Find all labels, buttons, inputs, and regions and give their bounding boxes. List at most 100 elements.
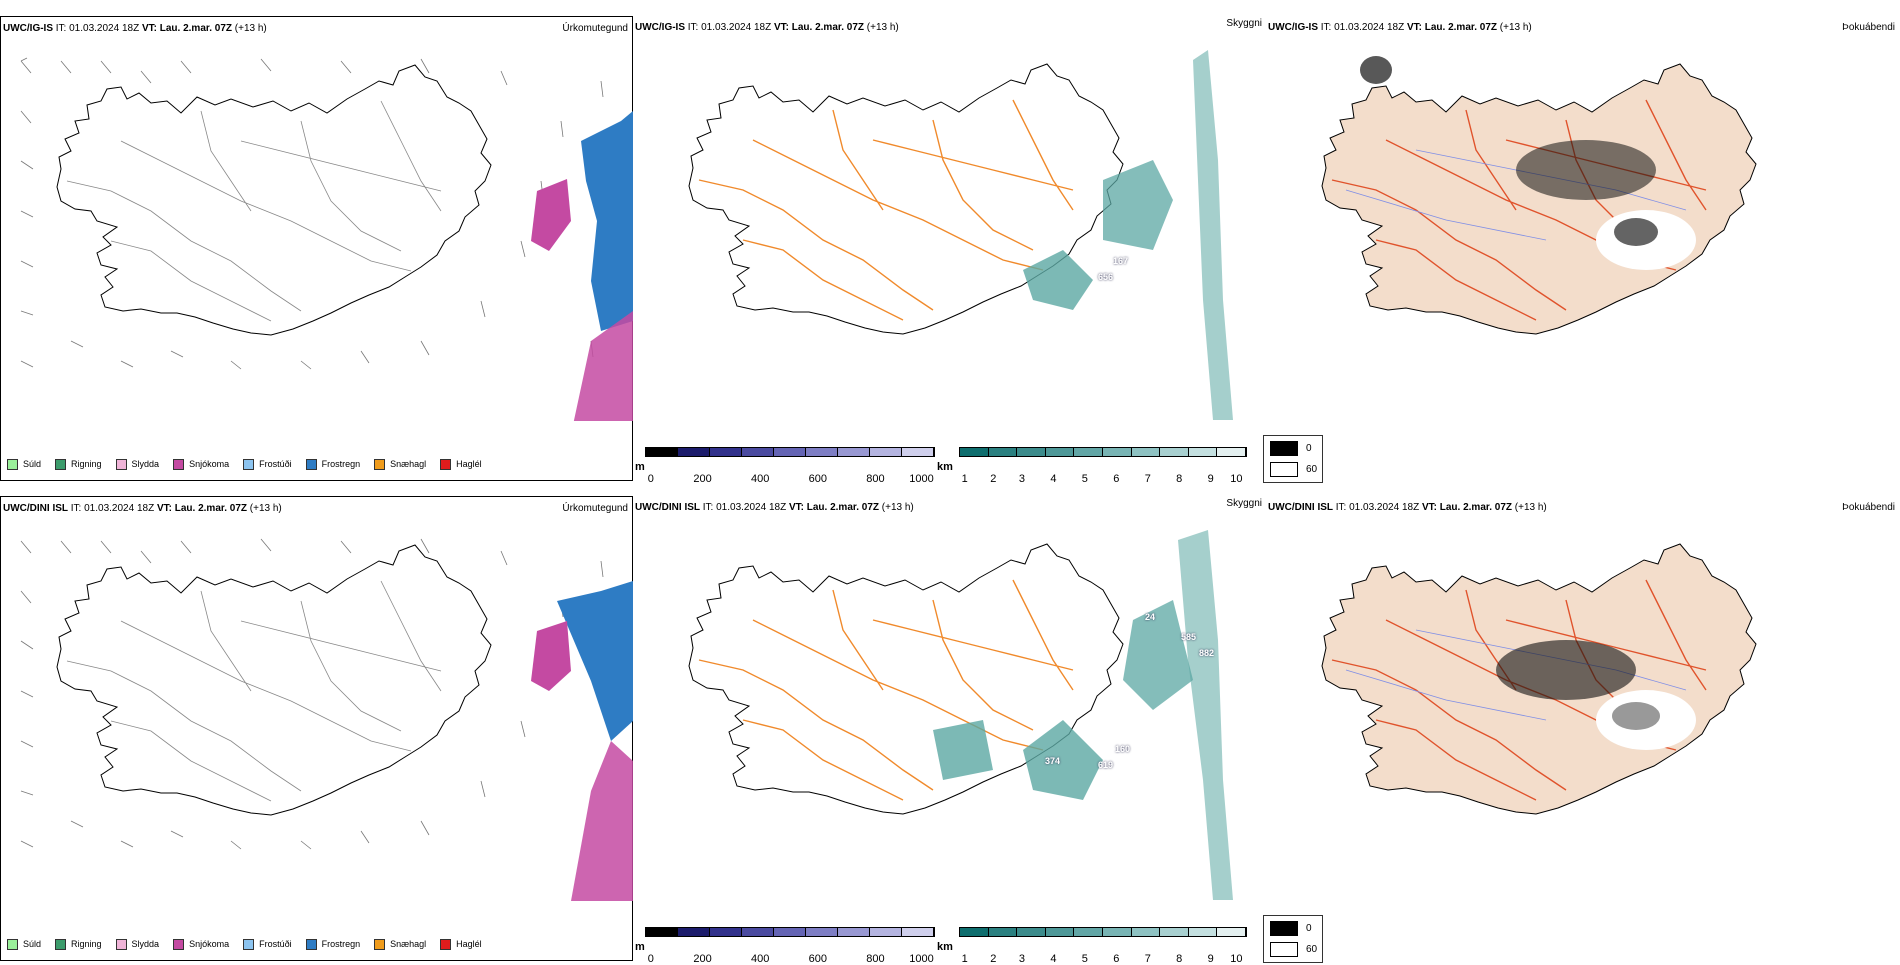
vt-label: VT:	[1406, 22, 1422, 33]
legend-item: Snæhagl	[374, 458, 426, 470]
panel-title: Þokuábendi	[1842, 22, 1895, 33]
legend-item: Frostregn	[305, 458, 360, 470]
legend-item: Frostregn	[305, 938, 360, 950]
height-unit: m	[635, 461, 645, 473]
legend-item: Rigning	[55, 458, 102, 470]
it-label: IT:	[70, 503, 82, 514]
precip-map	[20, 538, 633, 901]
init-time: 01.03.2024 18Z	[1349, 502, 1420, 513]
model-name: UWC/IG-IS	[3, 23, 53, 34]
valid-time: Lau. 2.mar. 07Z	[174, 503, 248, 514]
visibility-value: 585	[1181, 632, 1197, 642]
panel-header: UWC/DINI ISL IT: 01.03.2024 18Z VT: Lau.…	[635, 498, 1262, 518]
it-label: IT:	[55, 23, 67, 34]
visibility-value: 882	[1199, 648, 1215, 658]
legend-item: Frostúði	[243, 458, 292, 470]
vt-label: VT:	[1421, 502, 1437, 513]
legend-item: Haglél	[440, 458, 482, 470]
model-name: UWC/DINI ISL	[635, 502, 700, 513]
fog-map	[1321, 56, 1757, 335]
fog-legend-high: 0	[1306, 443, 1312, 454]
vt-label: VT:	[773, 22, 789, 33]
legend-item: Snjókoma	[173, 938, 229, 950]
lead-time: (+13 h)	[881, 502, 914, 513]
legend-item: Frostúði	[243, 938, 292, 950]
model-name: UWC/DINI ISL	[1268, 502, 1333, 513]
fog-legend-low: 60	[1306, 464, 1318, 475]
height-colorbar: m 0 200 400 600 800 1000	[635, 447, 935, 485]
visibility-colorbar-bar	[959, 447, 1247, 457]
vt-label: VT:	[156, 503, 172, 514]
init-time: 01.03.2024 18Z	[1334, 22, 1405, 33]
height-unit: m	[635, 941, 645, 953]
visibility-unit: km	[937, 461, 953, 473]
init-time: 01.03.2024 18Z	[69, 23, 140, 34]
panel-header: UWC/IG-IS IT: 01.03.2024 18Z VT: Lau. 2.…	[3, 23, 628, 39]
visibility-panel-top: UWC/IG-IS IT: 01.03.2024 18Z VT: Lau. 2.…	[633, 16, 1266, 485]
precip-panel-top: UWC/IG-IS IT: 01.03.2024 18Z VT: Lau. 2.…	[0, 16, 633, 481]
legend-item: Súld	[7, 938, 41, 950]
visibility-colorbar: km 1 2 3 4 5 6 7 8 9 10	[937, 447, 1247, 485]
model-name: UWC/IG-IS	[1268, 22, 1318, 33]
visibility-map	[688, 530, 1233, 900]
visibility-value: 374	[1045, 756, 1061, 766]
panel-header: UWC/DINI ISL IT: 01.03.2024 18Z VT: Lau.…	[1268, 502, 1895, 518]
panel-title: Skyggni	[1226, 18, 1262, 29]
height-colorbar: m 0 200 400 600 800 1000	[635, 927, 935, 965]
valid-time: Lau. 2.mar. 07Z	[1439, 502, 1513, 513]
lead-time: (+13 h)	[234, 23, 267, 34]
height-colorbar-bar	[645, 447, 935, 457]
vt-label: VT:	[788, 502, 804, 513]
valid-time: Lau. 2.mar. 07Z	[791, 22, 865, 33]
visibility-value: 160	[1115, 744, 1131, 754]
panel-title: Úrkomutegund	[562, 503, 628, 514]
legend-item: Snjókoma	[173, 458, 229, 470]
visibility-value: 24	[1145, 612, 1156, 622]
lead-time: (+13 h)	[1499, 22, 1532, 33]
fog-legend: 0 60	[1263, 435, 1323, 483]
visibility-colorbar-bar	[959, 927, 1247, 937]
it-label: IT:	[687, 22, 699, 33]
precip-legend: Súld Rigning Slydda Snjókoma Frostúði Fr…	[7, 456, 496, 472]
visibility-value: 656	[1098, 272, 1114, 282]
panel-title: Úrkomutegund	[562, 23, 628, 34]
valid-time: Lau. 2.mar. 07Z	[1424, 22, 1498, 33]
visibility-value: 619	[1098, 760, 1114, 770]
panel-title: Skyggni	[1226, 498, 1262, 509]
legend-item: Slydda	[115, 458, 159, 470]
valid-time: Lau. 2.mar. 07Z	[159, 23, 233, 34]
init-time: 01.03.2024 18Z	[716, 502, 787, 513]
fog-legend: 0 60	[1263, 915, 1323, 963]
panel-header: UWC/DINI ISL IT: 01.03.2024 18Z VT: Lau.…	[3, 503, 628, 519]
precip-bands	[531, 111, 633, 421]
it-label: IT:	[702, 502, 714, 513]
panel-header: UWC/IG-IS IT: 01.03.2024 18Z VT: Lau. 2.…	[635, 18, 1262, 38]
precip-map	[20, 57, 633, 421]
precip-legend: Súld Rigning Slydda Snjókoma Frostúði Fr…	[7, 936, 496, 952]
lead-time: (+13 h)	[249, 503, 282, 514]
legend-item: Snæhagl	[374, 938, 426, 950]
valid-time: Lau. 2.mar. 07Z	[806, 502, 880, 513]
init-time: 01.03.2024 18Z	[84, 503, 155, 514]
visibility-value: 167	[1113, 256, 1129, 266]
lead-time: (+13 h)	[1514, 502, 1547, 513]
model-name: UWC/IG-IS	[635, 22, 685, 33]
legend-item: Slydda	[115, 938, 159, 950]
fog-panel-top: UWC/IG-IS IT: 01.03.2024 18Z VT: Lau. 2.…	[1263, 16, 1899, 483]
fog-legend-high: 0	[1306, 923, 1312, 934]
vt-label: VT:	[141, 23, 157, 34]
it-label: IT:	[1335, 502, 1347, 513]
visibility-panel-bottom: UWC/DINI ISL IT: 01.03.2024 18Z VT: Lau.…	[633, 496, 1266, 965]
panel-title: Þokuábendi	[1842, 502, 1895, 513]
fog-panel-bottom: UWC/DINI ISL IT: 01.03.2024 18Z VT: Lau.…	[1263, 496, 1899, 963]
visibility-map	[688, 50, 1233, 420]
legend-item: Súld	[7, 458, 41, 470]
precip-panel-bottom: UWC/DINI ISL IT: 01.03.2024 18Z VT: Lau.…	[0, 496, 633, 961]
height-colorbar-bar	[645, 927, 935, 937]
init-time: 01.03.2024 18Z	[701, 22, 772, 33]
fog-map	[1321, 543, 1757, 815]
it-label: IT:	[1320, 22, 1332, 33]
lead-time: (+13 h)	[866, 22, 899, 33]
visibility-colorbar: km 1 2 3 4 5 6 7 8 9 10	[937, 927, 1247, 965]
legend-item: Haglél	[440, 938, 482, 950]
